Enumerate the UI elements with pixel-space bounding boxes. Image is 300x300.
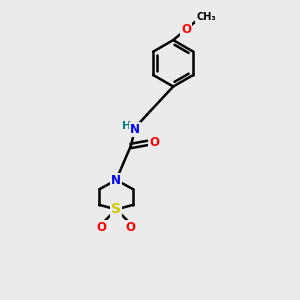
Text: O: O (181, 23, 191, 36)
Text: O: O (126, 220, 136, 234)
Text: O: O (149, 136, 159, 149)
Text: N: N (130, 123, 140, 136)
Text: N: N (111, 173, 121, 187)
Text: O: O (97, 220, 107, 234)
Text: CH₃: CH₃ (196, 12, 216, 22)
Text: H: H (122, 121, 131, 131)
Text: S: S (111, 202, 121, 216)
